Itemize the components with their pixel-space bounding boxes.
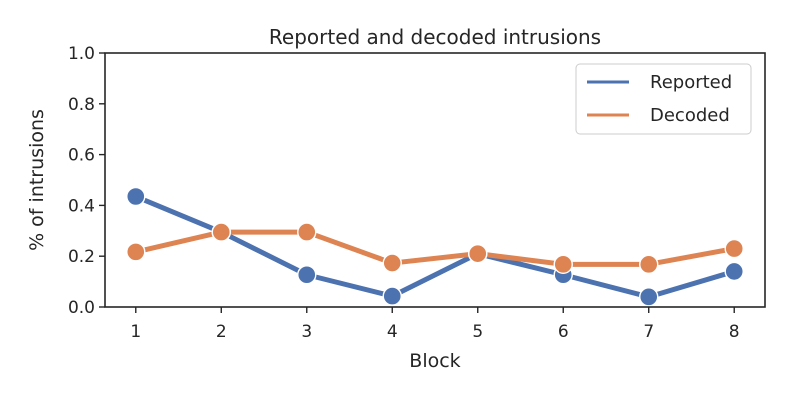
legend-label-reported: Reported <box>650 72 732 93</box>
y-tick-label: 0.6 <box>68 146 95 166</box>
series-line-reported <box>133 194 737 300</box>
x-tick-label: 6 <box>558 322 569 342</box>
data-point-reported <box>126 186 146 207</box>
y-tick-label: 0.2 <box>68 247 95 267</box>
x-tick-label: 4 <box>387 322 398 342</box>
legend-label-decoded: Decoded <box>650 105 730 126</box>
y-axis-title: % of intrusions <box>26 109 48 251</box>
data-point-decoded <box>297 222 317 242</box>
y-tick-label: 0.4 <box>68 196 95 216</box>
data-point-decoded <box>382 253 402 273</box>
series-layer <box>126 186 744 307</box>
x-tick-label: 7 <box>643 322 654 342</box>
data-point-reported <box>382 286 402 306</box>
data-point-reported <box>724 261 744 282</box>
plot-frame <box>104 52 766 308</box>
data-point-reported <box>639 287 659 307</box>
x-tick-label: 8 <box>729 322 740 342</box>
y-tick-label: 1.0 <box>68 44 95 64</box>
x-tick-label: 3 <box>301 322 312 342</box>
data-point-decoded <box>724 238 744 259</box>
x-tick-label: 5 <box>472 322 483 342</box>
x-tick-label: 1 <box>130 322 141 342</box>
data-point-decoded <box>211 222 231 242</box>
chart-title: Reported and decoded intrusions <box>269 25 601 49</box>
y-axis: 0.0 0.2 0.4 0.6 0.8 1.0 <box>68 44 105 318</box>
y-tick-label: 0.8 <box>68 95 95 115</box>
data-point-decoded <box>553 254 573 275</box>
x-tick-label: 2 <box>216 322 227 342</box>
data-point-decoded <box>639 254 659 275</box>
data-point-decoded <box>468 243 488 264</box>
x-axis-title: Block <box>409 350 460 372</box>
y-tick-label: 0.0 <box>68 298 95 318</box>
series-line-decoded <box>133 229 737 267</box>
x-axis: 1 2 3 4 5 6 7 8 <box>130 307 740 342</box>
data-point-reported <box>297 265 317 285</box>
legend: Reported Decoded <box>575 63 752 135</box>
data-point-decoded <box>126 242 146 262</box>
